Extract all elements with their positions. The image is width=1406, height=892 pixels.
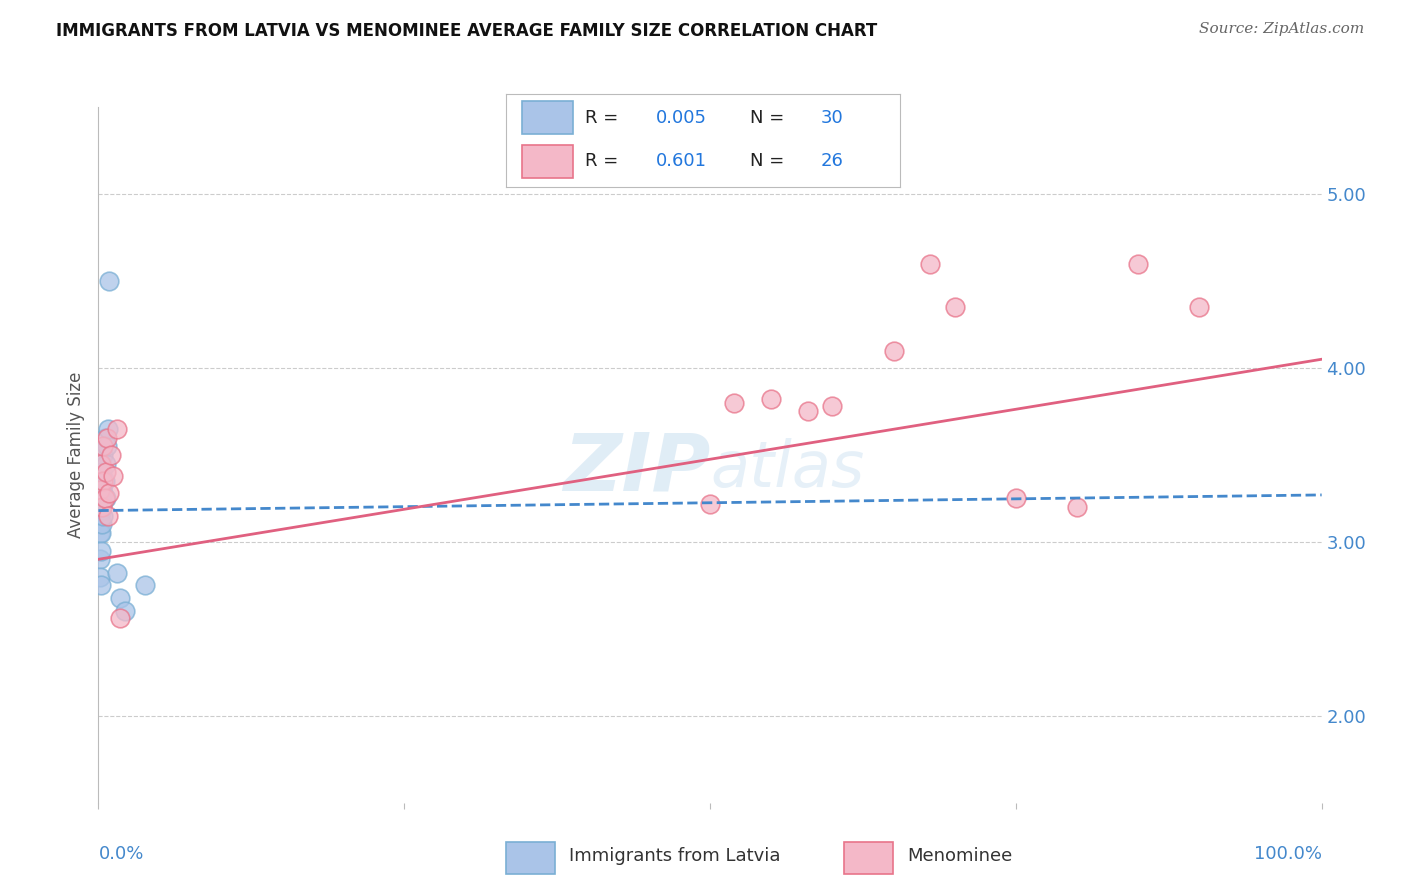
Point [96,439,118,453]
Text: N =: N = [751,153,790,170]
Text: 0.601: 0.601 [655,153,707,170]
Point [98,486,121,500]
Text: Menominee: Menominee [907,847,1012,865]
Point [90,457,112,471]
Point [90,474,112,488]
Text: N =: N = [751,109,790,127]
Point [94,457,117,471]
Text: Immigrants from Latvia: Immigrants from Latvia [569,847,780,865]
Point [920,257,942,271]
Point [98,274,121,288]
Y-axis label: Average Family Size: Average Family Size [66,372,84,538]
Point [94,491,117,506]
Point [699,497,721,511]
Point [91,500,114,514]
Point [97,422,120,436]
Point [91,486,114,500]
Point [91,483,114,497]
Point [723,396,745,410]
Point [93,474,115,488]
Point [91,439,114,453]
Point [89,500,111,514]
Point [110,591,132,605]
Point [1128,257,1150,271]
Text: Source: ZipAtlas.com: Source: ZipAtlas.com [1198,22,1364,37]
Point [89,483,111,497]
Point [883,343,905,358]
Point [90,491,112,506]
Point [105,422,128,436]
Point [105,566,128,581]
Text: 100.0%: 100.0% [1254,845,1322,863]
Point [90,543,112,558]
FancyBboxPatch shape [522,101,574,134]
Text: 30: 30 [821,109,844,127]
Point [89,517,111,532]
Text: IMMIGRANTS FROM LATVIA VS MENOMINEE AVERAGE FAMILY SIZE CORRELATION CHART: IMMIGRANTS FROM LATVIA VS MENOMINEE AVER… [56,22,877,40]
Text: 26: 26 [821,153,844,170]
Point [110,611,132,625]
Point [93,491,115,506]
Text: ZIP: ZIP [562,430,710,508]
Point [114,605,136,619]
Point [797,404,820,418]
Point [101,468,124,483]
Point [93,431,115,445]
Point [89,526,111,541]
Point [134,578,156,592]
Point [1004,491,1026,506]
Text: R =: R = [585,109,624,127]
Point [89,570,111,584]
Point [91,500,114,514]
Point [91,448,114,462]
Point [90,526,112,541]
Point [91,508,114,523]
FancyBboxPatch shape [506,842,555,874]
Point [821,399,844,413]
Text: atlas: atlas [710,438,865,500]
Point [91,474,114,488]
FancyBboxPatch shape [844,842,893,874]
Point [90,503,112,517]
Point [761,392,783,407]
Point [1066,500,1088,514]
Point [91,517,114,532]
Point [100,448,122,462]
Point [1188,300,1211,314]
Point [90,578,112,592]
Text: 0.0%: 0.0% [98,845,143,863]
Text: 0.005: 0.005 [655,109,707,127]
Point [96,431,118,445]
Point [89,552,111,566]
Text: R =: R = [585,153,624,170]
Point [97,508,120,523]
Point [943,300,966,314]
FancyBboxPatch shape [522,145,574,178]
Point [94,466,117,480]
Point [91,466,114,480]
Point [89,508,111,523]
